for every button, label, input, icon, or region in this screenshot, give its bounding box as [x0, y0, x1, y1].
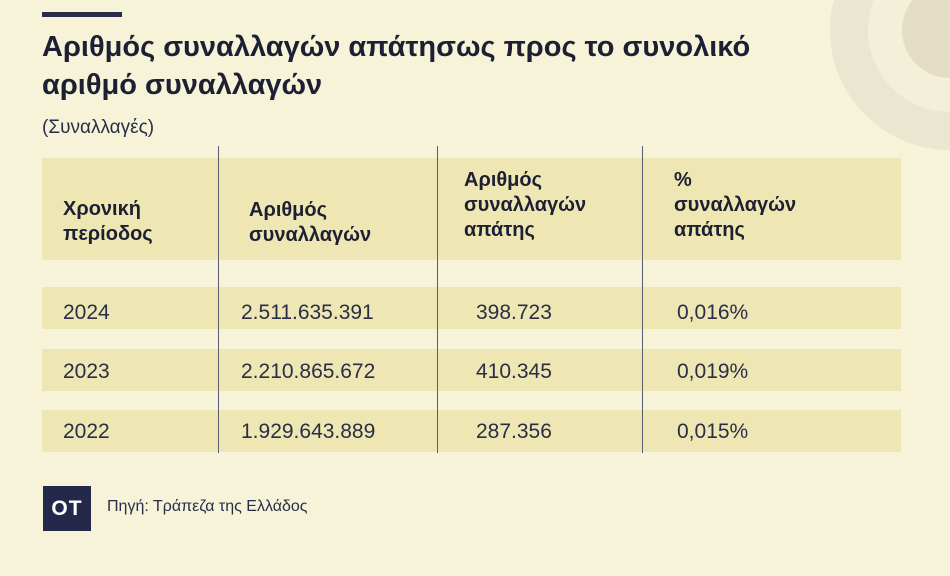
cell-period: 2024	[63, 301, 110, 324]
ot-logo: OT	[43, 486, 91, 531]
cell-fraud-percent: 0,015%	[677, 420, 749, 443]
table-header-band	[42, 158, 901, 260]
unit-label: (Συναλλαγές)	[42, 117, 155, 138]
source-label: Πηγή: Τράπεζα της Ελλάδος	[107, 498, 308, 515]
cell-fraud-transactions: 398.723	[476, 301, 552, 324]
page-title: Αριθμός συναλλαγών απάτησως προς το συνο…	[42, 31, 751, 101]
cell-fraud-percent: 0,016%	[677, 301, 749, 324]
cell-transactions: 2.210.865.672	[241, 360, 376, 383]
header-fraud-transactions: Αριθμός συναλλαγών απάτης	[464, 169, 587, 241]
cell-transactions: 1.929.643.889	[241, 420, 376, 443]
cell-fraud-transactions: 287.356	[476, 420, 552, 443]
table-row-band	[42, 349, 901, 391]
cell-fraud-transactions: 410.345	[476, 360, 552, 383]
table-row-band	[42, 410, 901, 452]
table-row-band	[42, 287, 901, 329]
cell-transactions: 2.511.635.391	[241, 301, 374, 324]
column-divider	[218, 146, 219, 453]
header-transactions: Αριθμός συναλλαγών	[249, 199, 372, 246]
header-period: Χρονική περίοδος	[63, 198, 153, 245]
column-divider	[437, 146, 438, 453]
accent-bar	[42, 12, 122, 17]
cell-period: 2023	[63, 360, 110, 383]
column-divider	[642, 146, 643, 453]
cell-period: 2022	[63, 420, 110, 443]
header-fraud-percent: % συναλλαγών απάτης	[674, 169, 797, 241]
cell-fraud-percent: 0,019%	[677, 360, 749, 383]
